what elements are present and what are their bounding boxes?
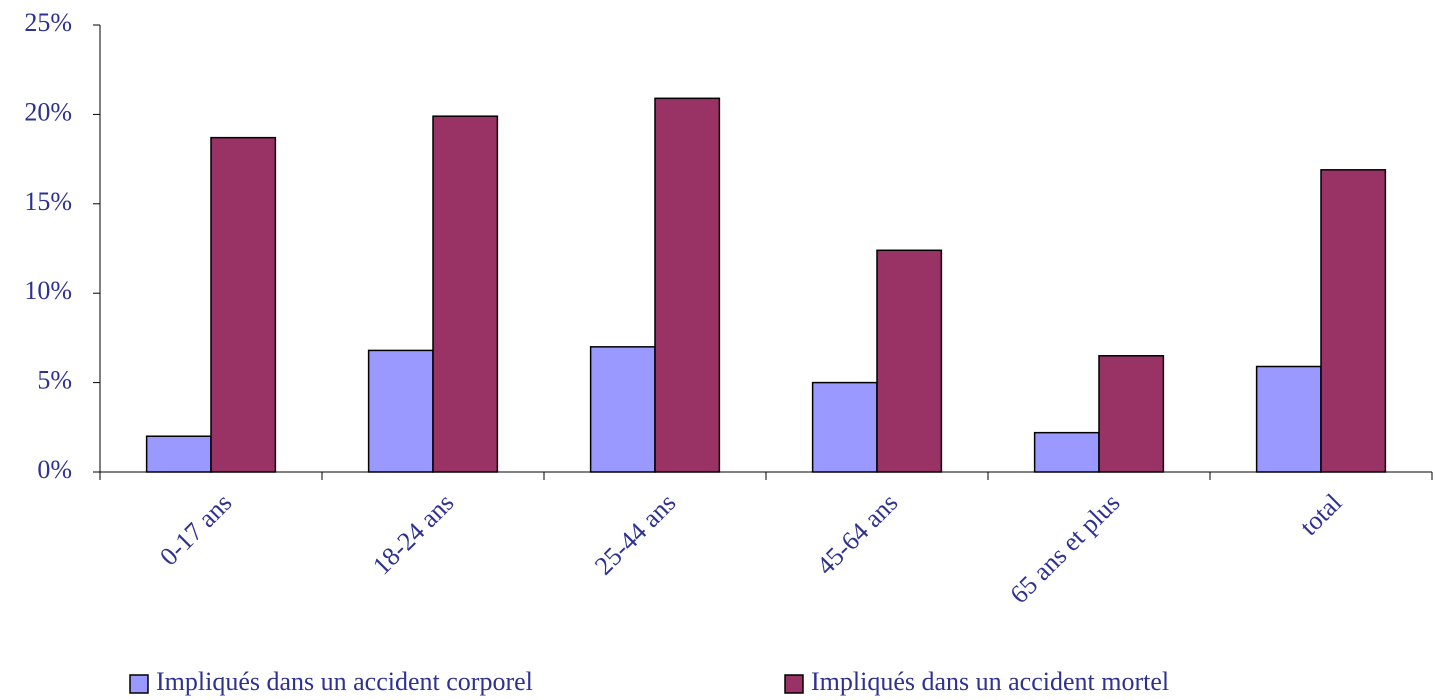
- x-tick-label: 65 ans et plus: [1004, 488, 1125, 609]
- bar: [145, 435, 212, 473]
- y-tick-label: 25%: [24, 8, 72, 37]
- bar: [210, 136, 277, 473]
- y-tick-label: 20%: [24, 97, 72, 126]
- bar: [1320, 169, 1387, 473]
- x-tick-label: 18-24 ans: [367, 488, 460, 581]
- y-tick-label: 5%: [37, 366, 72, 395]
- y-tick-label: 10%: [24, 276, 72, 305]
- bar: [1033, 431, 1100, 473]
- bar: [432, 115, 499, 473]
- bar: [1255, 365, 1322, 473]
- x-tick-label: total: [1294, 488, 1347, 541]
- y-tick-label: 15%: [24, 187, 72, 216]
- bar: [876, 249, 943, 473]
- legend-label: Impliqués dans un accident corporel: [156, 667, 533, 696]
- bar: [367, 349, 434, 473]
- legend-swatch: [784, 674, 804, 694]
- bar: [1098, 355, 1165, 473]
- legend-label: Impliqués dans un accident mortel: [811, 667, 1169, 696]
- bar: [654, 97, 721, 473]
- x-tick-label: 25-44 ans: [589, 488, 682, 581]
- x-tick-label: 0-17 ans: [154, 488, 237, 571]
- legend-swatch: [129, 674, 149, 694]
- bar: [811, 381, 878, 473]
- bar: [589, 346, 656, 473]
- y-tick-label: 0%: [37, 455, 72, 484]
- x-tick-label: 45-64 ans: [811, 488, 904, 581]
